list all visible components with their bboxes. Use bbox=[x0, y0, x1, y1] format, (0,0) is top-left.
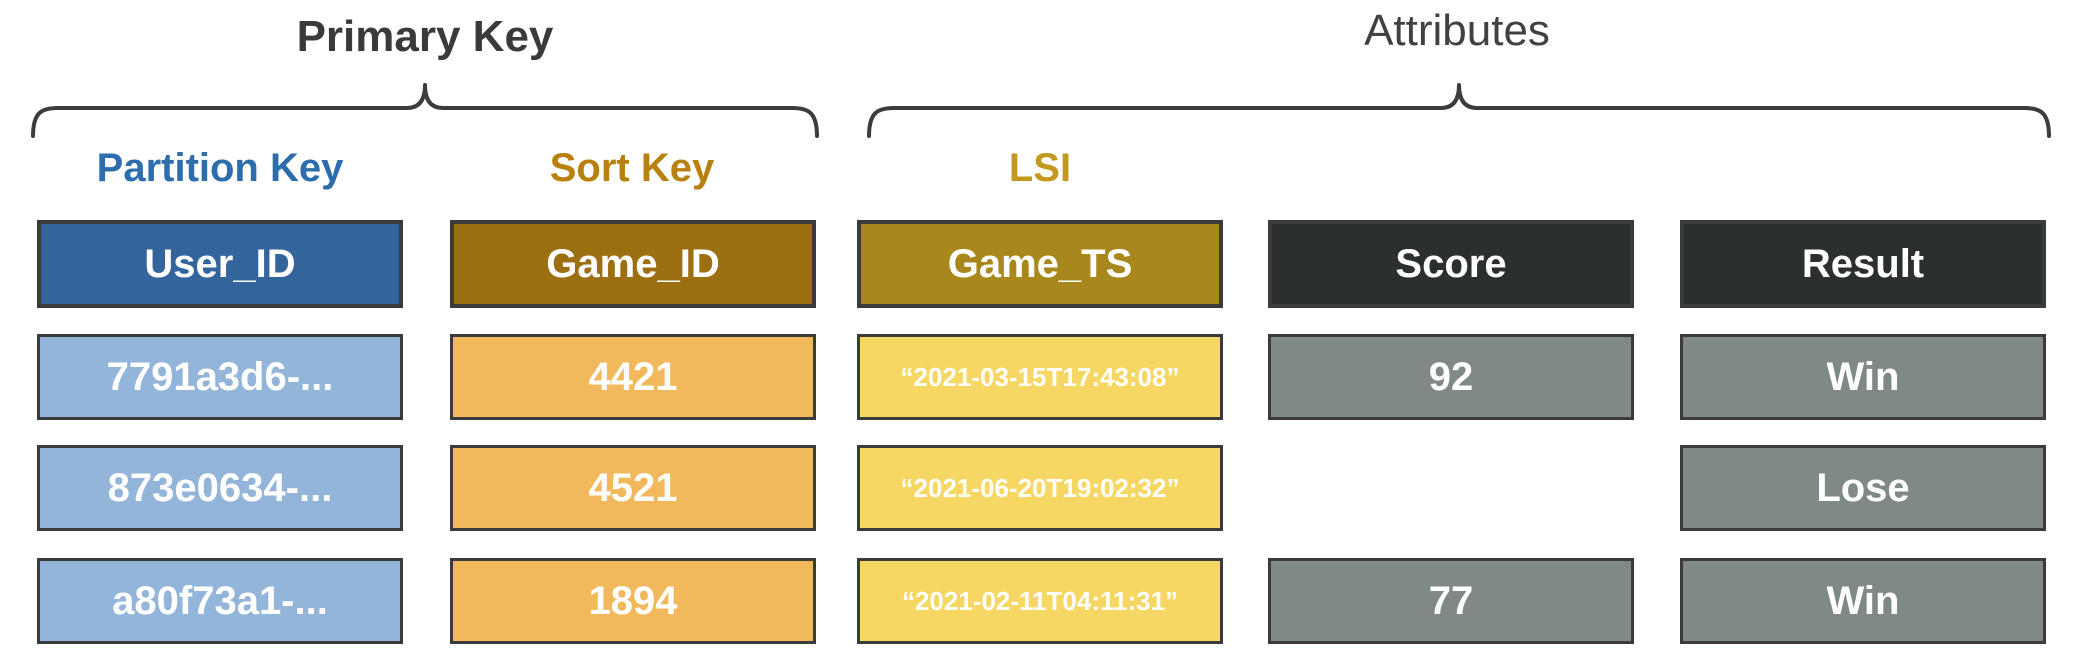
lsi-label: LSI bbox=[1008, 146, 1072, 190]
sort-key-label: Sort Key bbox=[549, 146, 715, 190]
cell-result: Lose bbox=[1680, 445, 2046, 531]
partition-key-label: Partition Key bbox=[96, 146, 344, 190]
cell-result: Win bbox=[1680, 558, 2046, 644]
cell-score-empty bbox=[1268, 445, 1634, 531]
attributes-brace-icon bbox=[867, 83, 2051, 138]
attributes-group-title: Attributes bbox=[1364, 6, 1550, 55]
header-game-id: Game_ID bbox=[450, 220, 816, 308]
cell-game-id: 1894 bbox=[450, 558, 816, 644]
cell-game-id: 4521 bbox=[450, 445, 816, 531]
header-score: Score bbox=[1268, 220, 1634, 308]
cell-user-id: 7791a3d6-... bbox=[37, 334, 403, 420]
cell-result: Win bbox=[1680, 334, 2046, 420]
header-result: Result bbox=[1680, 220, 2046, 308]
cell-game-ts: “2021-02-11T04:11:31” bbox=[857, 558, 1223, 644]
cell-game-id: 4421 bbox=[450, 334, 816, 420]
header-game-ts: Game_TS bbox=[857, 220, 1223, 308]
primary-key-group-title: Primary Key bbox=[296, 12, 554, 61]
cell-score: 92 bbox=[1268, 334, 1634, 420]
header-user-id: User_ID bbox=[37, 220, 403, 308]
cell-score: 77 bbox=[1268, 558, 1634, 644]
cell-user-id: a80f73a1-... bbox=[37, 558, 403, 644]
cell-game-ts: “2021-03-15T17:43:08” bbox=[857, 334, 1223, 420]
primary-key-brace-icon bbox=[31, 83, 819, 138]
cell-user-id: 873e0634-... bbox=[37, 445, 403, 531]
cell-game-ts: “2021-06-20T19:02:32” bbox=[857, 445, 1223, 531]
